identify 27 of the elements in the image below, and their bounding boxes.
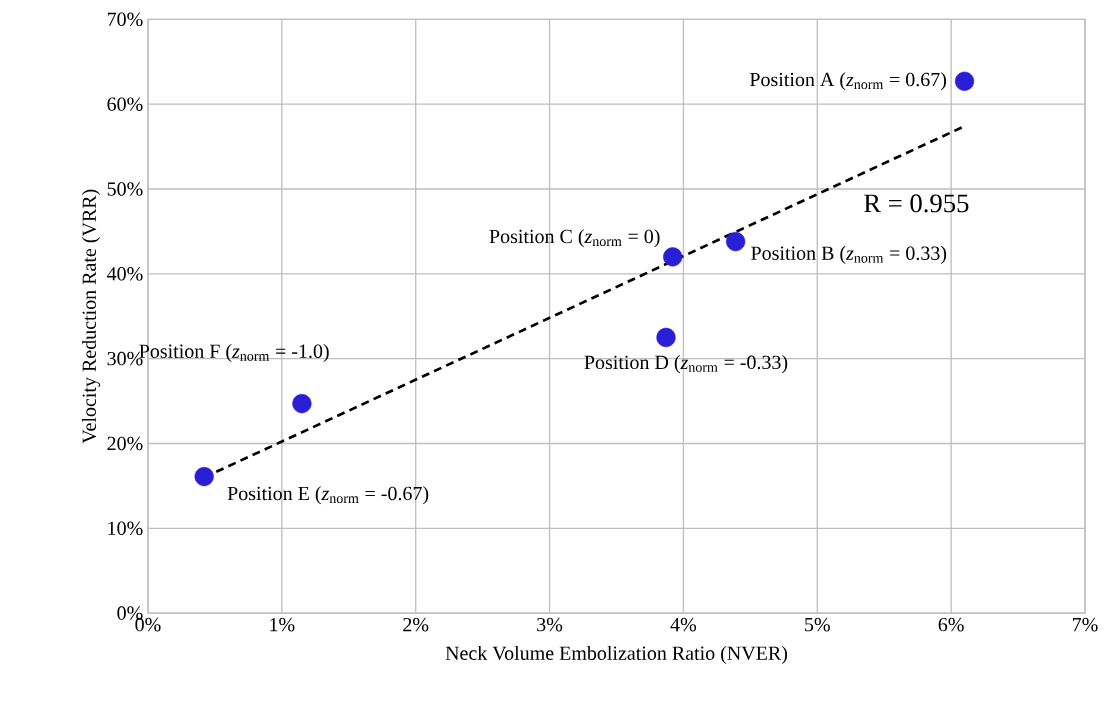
x-tick-label: 6% xyxy=(938,617,964,632)
x-tick-label: 7% xyxy=(1072,617,1098,632)
annotation: Position E (z$_{norm}$ = -0.67) xyxy=(227,486,429,505)
y-tick-label: 50% xyxy=(107,182,143,196)
x-tick-label: 1% xyxy=(270,617,295,632)
annotation: Position B (z$_{norm}$ = 0.33) xyxy=(751,245,947,264)
annotation: Position C (z$_{norm}$ = 0) xyxy=(489,229,660,248)
y-tick-label: 20% xyxy=(107,436,143,451)
point xyxy=(292,393,312,414)
point xyxy=(954,71,975,91)
x-tick-label: 2% xyxy=(403,617,429,632)
annotation: Position A (z$_{norm}$ = 0.67) xyxy=(749,72,947,91)
point xyxy=(194,466,214,487)
annotation: R = 0.955 xyxy=(864,194,969,213)
x-tick-label: 4% xyxy=(670,617,697,632)
annotation: Position D (z$_{norm}$ = -0.33) xyxy=(584,355,788,374)
x-tick-label: 5% xyxy=(805,617,830,632)
x-axis-title: Neck Volume Embolization Ratio (NVER) xyxy=(445,645,788,664)
x-tick-label: 3% xyxy=(537,617,563,632)
y-tick-label: 60% xyxy=(107,97,143,111)
point xyxy=(663,247,683,267)
point xyxy=(726,231,746,252)
y-axis-title: Velocity Reduction Rate (VRR) xyxy=(81,189,101,444)
point xyxy=(656,327,676,347)
y-tick-label: 70% xyxy=(107,12,143,27)
y-tick-label: 40% xyxy=(107,266,143,281)
y-tick-label: 10% xyxy=(108,521,143,536)
